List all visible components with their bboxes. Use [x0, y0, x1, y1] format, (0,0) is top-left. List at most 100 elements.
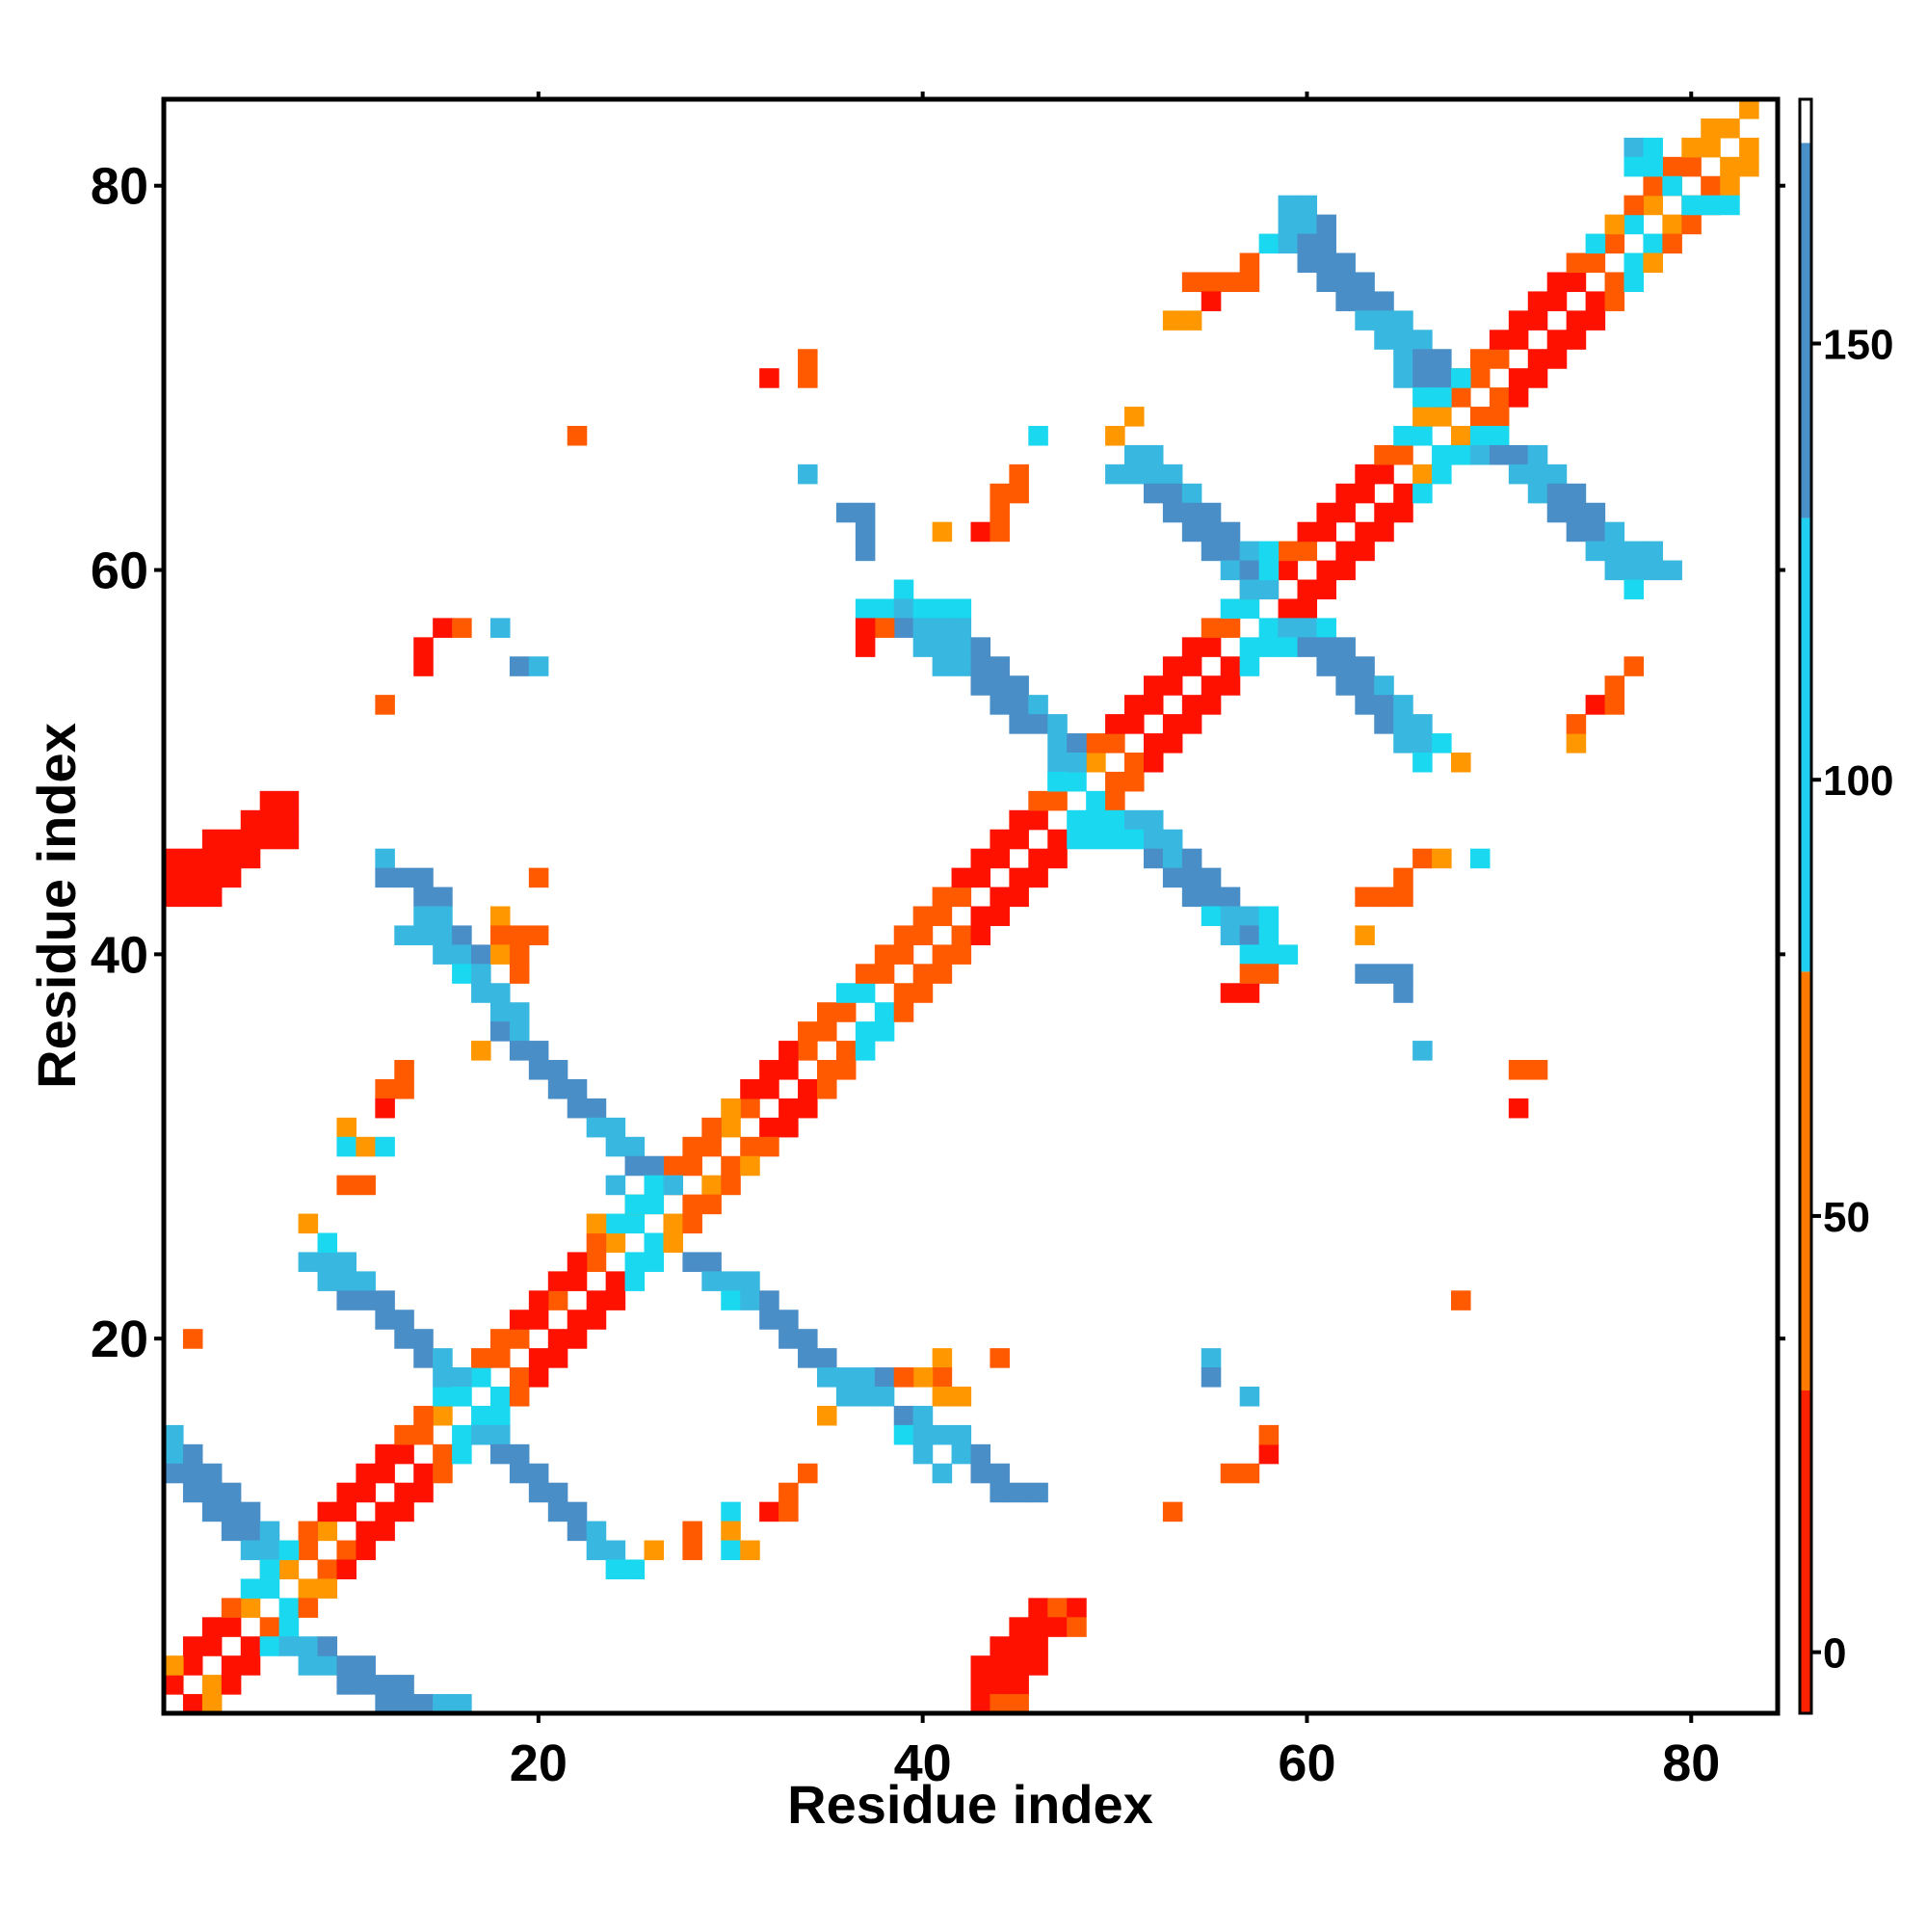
heatmap-cell: [1258, 964, 1280, 984]
heatmap-cell: [835, 502, 857, 523]
heatmap-cell: [835, 1060, 857, 1080]
heatmap-cell: [298, 1540, 319, 1561]
heatmap-cell: [567, 1252, 588, 1272]
heatmap-cell: [1739, 137, 1759, 158]
heatmap-cell: [644, 1540, 665, 1561]
heatmap-cell: [1258, 906, 1280, 927]
heatmap-cell: [663, 1175, 683, 1196]
heatmap-cell: [759, 1117, 779, 1138]
heatmap-cell: [779, 1501, 799, 1522]
heatmap-cell: [489, 1424, 511, 1445]
heatmap-cell: [1546, 349, 1568, 369]
heatmap-cell: [932, 1387, 953, 1407]
heatmap-cell: [201, 1501, 223, 1522]
heatmap-cell: [644, 1155, 665, 1177]
heatmap-cell: [1162, 867, 1183, 888]
heatmap-cell: [201, 1636, 223, 1656]
heatmap-cell: [1489, 330, 1510, 350]
heatmap-cell: [855, 1041, 876, 1061]
heatmap-cell: [1527, 310, 1548, 331]
heatmap-cell: [1432, 368, 1452, 388]
heatmap-cell: [682, 1155, 702, 1177]
heatmap-cell: [1239, 1463, 1260, 1484]
heatmap-cell: [240, 1636, 261, 1656]
heatmap-cell: [201, 1694, 223, 1714]
heatmap-cell: [567, 1098, 588, 1119]
heatmap-cell: [567, 1521, 588, 1542]
heatmap-cell: [1143, 829, 1164, 850]
heatmap-cell: [1566, 310, 1587, 331]
colorbar-tick-label: 100: [1823, 757, 1893, 805]
heatmap-cell: [375, 1310, 395, 1330]
heatmap-cell: [164, 887, 184, 908]
heatmap-cell: [798, 1041, 818, 1061]
heatmap-cell: [951, 656, 972, 676]
heatmap-cell: [1201, 675, 1222, 696]
heatmap-cell: [1643, 233, 1663, 254]
heatmap-cell: [1412, 733, 1433, 754]
heatmap-cell: [433, 1387, 453, 1407]
heatmap-cell: [932, 1463, 953, 1484]
heatmap-cell: [1374, 444, 1394, 465]
heatmap-cell: [951, 618, 972, 638]
heatmap-cell: [990, 906, 1010, 927]
heatmap-cell: [489, 1405, 511, 1426]
heatmap-cell: [1162, 463, 1183, 485]
heatmap-cell: [1201, 906, 1222, 927]
heatmap-cell: [1412, 387, 1433, 408]
heatmap-cell: [1220, 1463, 1241, 1484]
heatmap-cell: [1201, 272, 1222, 292]
heatmap-cell: [1028, 790, 1048, 811]
heatmap-cell: [701, 1271, 722, 1291]
heatmap-cell: [779, 1041, 799, 1061]
heatmap-cell: [1220, 906, 1241, 927]
heatmap-cell: [605, 1175, 626, 1196]
heatmap-cell: [452, 964, 472, 984]
heatmap-cell: [893, 1367, 914, 1388]
heatmap-cell: [413, 1405, 434, 1426]
heatmap-cell: [1278, 541, 1299, 562]
heatmap-cell: [1374, 310, 1394, 331]
heatmap-cell: [1316, 214, 1336, 235]
heatmap-cell: [1047, 714, 1068, 734]
heatmap-cell: [624, 1213, 646, 1234]
heatmap-cell: [1546, 483, 1568, 504]
heatmap-cell: [356, 1482, 376, 1503]
heatmap-cell: [835, 1367, 857, 1388]
heatmap-cell: [1009, 1636, 1029, 1656]
heatmap-cell: [1239, 272, 1260, 292]
heatmap-cell: [605, 1290, 626, 1310]
colorbar-frame: [1798, 97, 1813, 1715]
heatmap-cell: [798, 1021, 818, 1042]
heatmap-cell: [547, 1290, 568, 1310]
heatmap-cell: [356, 1271, 376, 1291]
heatmap-cell: [1028, 695, 1048, 715]
heatmap-cell: [164, 1424, 184, 1445]
heatmap-cell: [1451, 425, 1471, 446]
heatmap-cell: [798, 1463, 818, 1484]
heatmap-cell: [644, 1232, 665, 1254]
heatmap-cell: [932, 944, 953, 965]
heatmap-cell: [779, 1310, 799, 1330]
heatmap-cell: [1335, 541, 1356, 562]
heatmap-cell: [740, 1271, 760, 1291]
heatmap-cell: [586, 1232, 607, 1254]
heatmap-cell: [489, 925, 511, 945]
heatmap-cell: [489, 1443, 511, 1465]
heatmap-cell: [394, 1443, 414, 1465]
heatmap-cell: [779, 1060, 799, 1080]
heatmap-cell: [1297, 579, 1318, 600]
heatmap-cell: [951, 1443, 972, 1465]
heatmap-cell: [1067, 1598, 1087, 1618]
heatmap-cell: [970, 521, 991, 543]
heatmap-cell: [1220, 887, 1241, 908]
heatmap-cell: [874, 1367, 895, 1388]
heatmap-cell: [759, 368, 779, 388]
heatmap-cell: [1181, 483, 1202, 504]
heatmap-cell: [182, 887, 203, 908]
heatmap-cell: [1162, 848, 1183, 869]
heatmap-cell: [1297, 541, 1318, 562]
heatmap-cell: [356, 1675, 376, 1695]
heatmap-cell: [932, 598, 953, 619]
heatmap-cell: [970, 848, 991, 869]
